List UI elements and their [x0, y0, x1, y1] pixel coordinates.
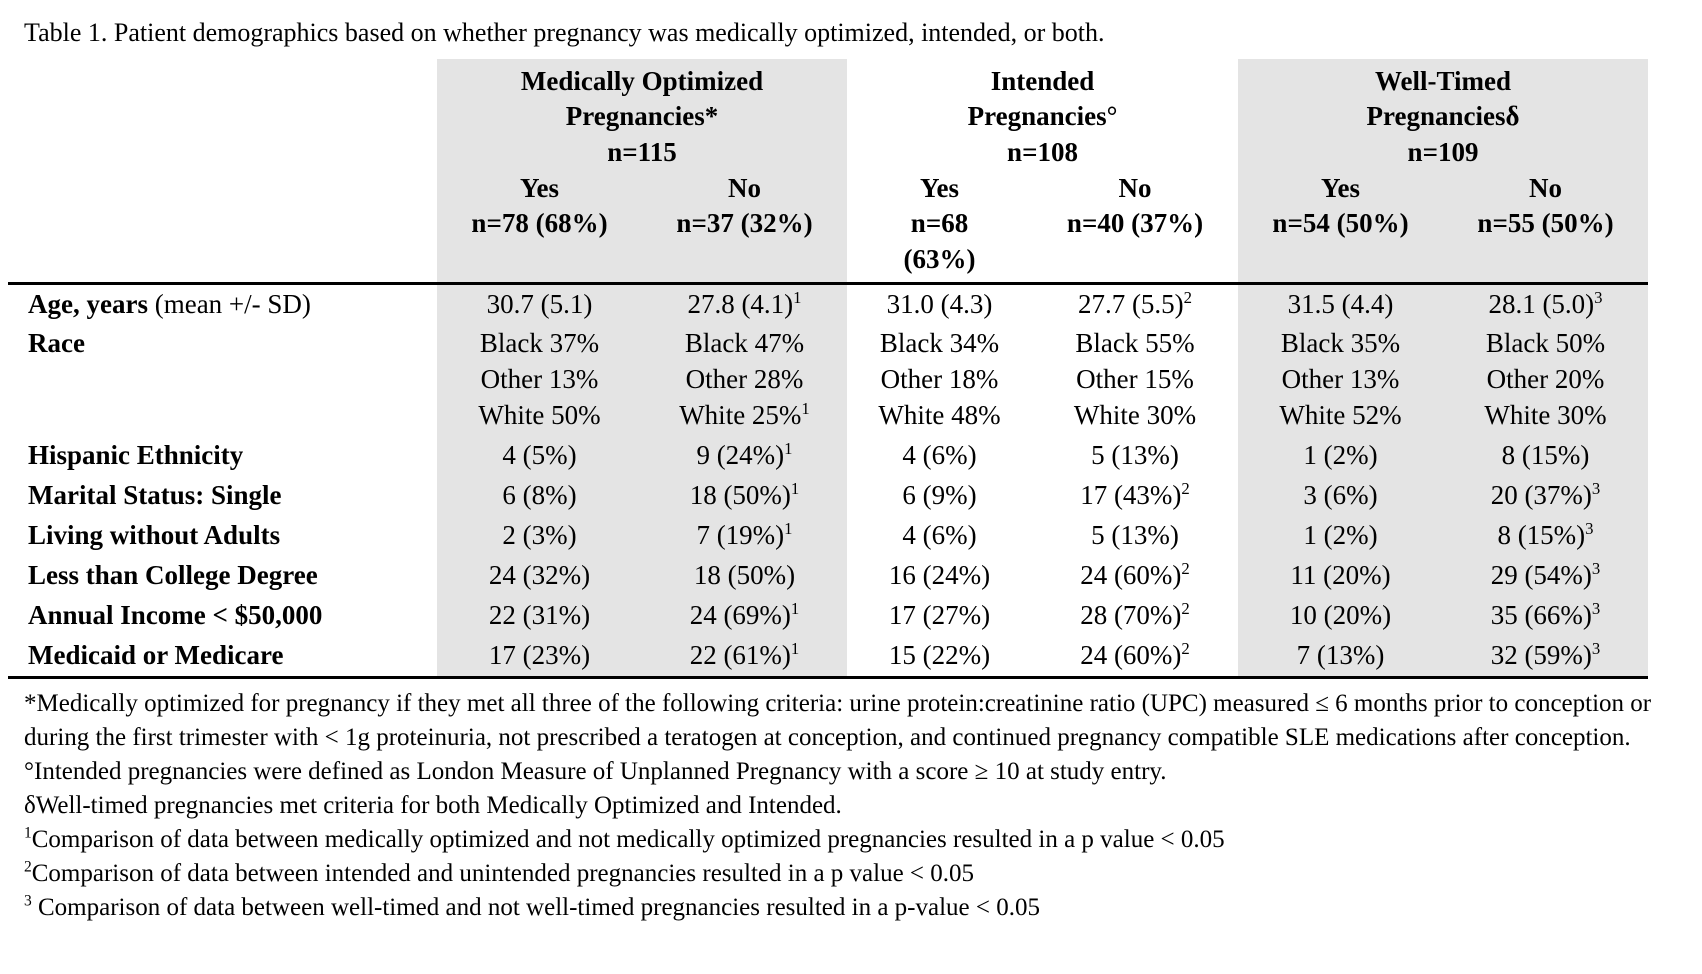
table-cell: 8 (15%): [1501, 440, 1590, 471]
subheader-row: Yes n=78 (68%) No n=37 (32%) Yes n=68 (6…: [8, 171, 1648, 283]
table-cell: 22 (31%): [488, 599, 591, 630]
footnotes: *Medically optimized for pregnancy if th…: [24, 687, 1666, 925]
table-cell: 32 (59%)3: [1490, 638, 1601, 670]
table-header: Medically Optimized Pregnancies* n=115 I…: [8, 59, 1648, 284]
row-label-less-than-college: Less than College Degree: [8, 556, 437, 596]
page: Table 1. Patient demographics based on w…: [8, 18, 1666, 925]
subheader-intended-yes: Yes n=68 (63%): [903, 172, 976, 274]
table-cell: 31.5 (4.4): [1287, 288, 1394, 319]
table-cell: 4 (6%): [902, 440, 977, 471]
table-cell: 4 (6%): [902, 519, 977, 550]
table-cell: Black 37% Other 13% White 50%: [478, 328, 601, 431]
table-cell: 24 (69%)1: [689, 598, 800, 630]
row-label-medicaid-medicare: Medicaid or Medicare: [8, 636, 437, 677]
table-cell: 28.1 (5.0)3: [1488, 287, 1603, 319]
subheader-intended-no: No n=40 (37%): [1066, 172, 1204, 239]
row-label-age: Age, years (mean +/- SD): [8, 283, 437, 324]
table-cell: 15 (22%): [888, 639, 991, 670]
table-cell: 6 (8%): [502, 480, 577, 511]
column-group-well-timed: Well-Timed Pregnanciesδ n=109: [1366, 65, 1520, 168]
table-cell: 31.0 (4.3): [886, 288, 993, 319]
table-row-annual-income: Annual Income < $50,000 22 (31%) 24 (69%…: [8, 596, 1648, 636]
table-cell: Black 55% Other 15% White 30%: [1073, 328, 1197, 431]
table-row-age: Age, years (mean +/- SD) 30.7 (5.1) 27.8…: [8, 283, 1648, 324]
header-empty-cell: [8, 59, 437, 283]
table-body: Age, years (mean +/- SD) 30.7 (5.1) 27.8…: [8, 283, 1648, 677]
footnote-pvalue-medically-optimized: 1Comparison of data between medically op…: [24, 824, 1225, 853]
footnote-well-timed-definition: δWell-timed pregnancies met criteria for…: [24, 791, 842, 819]
table-cell: 24 (32%): [488, 559, 591, 590]
table-row-medicaid-medicare: Medicaid or Medicare 17 (23%) 22 (61%)1 …: [8, 636, 1648, 677]
row-label-race: Race: [8, 324, 437, 436]
demographics-table: Medically Optimized Pregnancies* n=115 I…: [8, 58, 1648, 679]
table-row-living-without-adults: Living without Adults 2 (3%) 7 (19%)1 4 …: [8, 516, 1648, 556]
row-label-bold: Living without Adults: [28, 519, 281, 550]
table-cell: 7 (13%): [1296, 639, 1385, 670]
table-cell: Black 34% Other 18% White 48%: [878, 328, 1001, 431]
row-label-bold: Hispanic Ethnicity: [28, 440, 244, 471]
table-cell: 17 (23%): [488, 639, 591, 670]
table-cell: 35 (66%)3: [1490, 598, 1601, 630]
table-caption: Table 1. Patient demographics based on w…: [24, 18, 1105, 47]
subheader-well-timed-no: No n=55 (50%): [1477, 172, 1614, 239]
table-cell: 20 (37%)3: [1490, 479, 1601, 511]
table-cell: 11 (20%): [1290, 559, 1391, 590]
table-cell: 2 (3%): [502, 519, 577, 550]
table-cell: 5 (13%): [1091, 440, 1179, 471]
table-cell: 16 (24%): [888, 559, 991, 590]
table-cell: 27.7 (5.5)2: [1077, 287, 1193, 319]
row-label-bold: Medicaid or Medicare: [28, 639, 284, 670]
row-label-bold: Age, years: [28, 288, 148, 319]
table-row-race: Race Black 37% Other 13% White 50% Black…: [8, 324, 1648, 436]
table-cell: 30.7 (5.1): [486, 288, 593, 319]
table-cell: 9 (24%)1: [696, 439, 793, 471]
table-cell: 1 (2%): [1303, 519, 1378, 550]
row-label-hispanic-ethnicity: Hispanic Ethnicity: [8, 436, 437, 476]
table-cell: 24 (60%)2: [1080, 558, 1190, 590]
table-cell: 8 (15%)3: [1497, 518, 1594, 550]
row-label-bold: Marital Status: Single: [28, 480, 282, 511]
table-row-hispanic-ethnicity: Hispanic Ethnicity 4 (5%) 9 (24%)1 4 (6%…: [8, 436, 1648, 476]
table-cell: Black 47% Other 28% White 25%1: [679, 328, 810, 431]
table-row-marital-status: Marital Status: Single 6 (8%) 18 (50%)1 …: [8, 476, 1648, 516]
table-cell: 1 (2%): [1303, 440, 1378, 471]
table-cell: Black 35% Other 13% White 52%: [1279, 328, 1402, 431]
row-label-bold: Less than College Degree: [28, 559, 318, 590]
footnote-pvalue-well-timed: 3 Comparison of data between well-timed …: [24, 892, 1040, 921]
row-label-marital-status: Marital Status: Single: [8, 476, 437, 516]
column-group-intended: Intended Pregnancies° n=108: [967, 65, 1118, 168]
table-row-less-than-college: Less than College Degree 24 (32%) 18 (50…: [8, 556, 1648, 596]
column-group-row: Medically Optimized Pregnancies* n=115 I…: [8, 59, 1648, 171]
subheader-mo-no: No n=37 (32%): [676, 172, 813, 239]
table-cell: 3 (6%): [1303, 480, 1378, 511]
row-label-bold: Race: [28, 328, 85, 359]
table-cell: 18 (50%): [693, 559, 796, 590]
table-cell: 24 (60%)2: [1080, 638, 1190, 670]
table-cell: 28 (70%)2: [1080, 598, 1190, 630]
table-cell: 5 (13%): [1091, 519, 1179, 550]
row-label-suffix: (mean +/- SD): [147, 288, 311, 319]
row-label-living-without-adults: Living without Adults: [8, 516, 437, 556]
subheader-mo-yes: Yes n=78 (68%): [471, 172, 608, 239]
subheader-well-timed-yes: Yes n=54 (50%): [1272, 172, 1409, 239]
footnote-medically-optimized-definition: *Medically optimized for pregnancy if th…: [24, 689, 1652, 751]
table-cell: 29 (54%)3: [1490, 558, 1601, 590]
footnote-intended-definition: °Intended pregnancies were defined as Lo…: [24, 757, 1167, 785]
table-cell: 17 (43%)2: [1080, 479, 1190, 511]
table-cell: 18 (50%)1: [689, 479, 800, 511]
table-cell: 22 (61%)1: [689, 638, 800, 670]
table-cell: 27.8 (4.1)1: [687, 287, 802, 319]
row-label-annual-income: Annual Income < $50,000: [8, 596, 437, 636]
table-cell: 7 (19%)1: [696, 518, 793, 550]
column-group-medically-optimized: Medically Optimized Pregnancies* n=115: [520, 65, 764, 168]
table-cell: 6 (9%): [902, 480, 977, 511]
row-label-bold: Annual Income < $50,000: [28, 599, 323, 630]
table-cell: 4 (5%): [502, 440, 577, 471]
table-cell: Black 50% Other 20% White 30%: [1484, 328, 1607, 431]
footnote-pvalue-intended: 2Comparison of data between intended and…: [24, 858, 975, 887]
table-cell: 17 (27%): [888, 599, 991, 630]
table-cell: 10 (20%): [1289, 599, 1392, 630]
